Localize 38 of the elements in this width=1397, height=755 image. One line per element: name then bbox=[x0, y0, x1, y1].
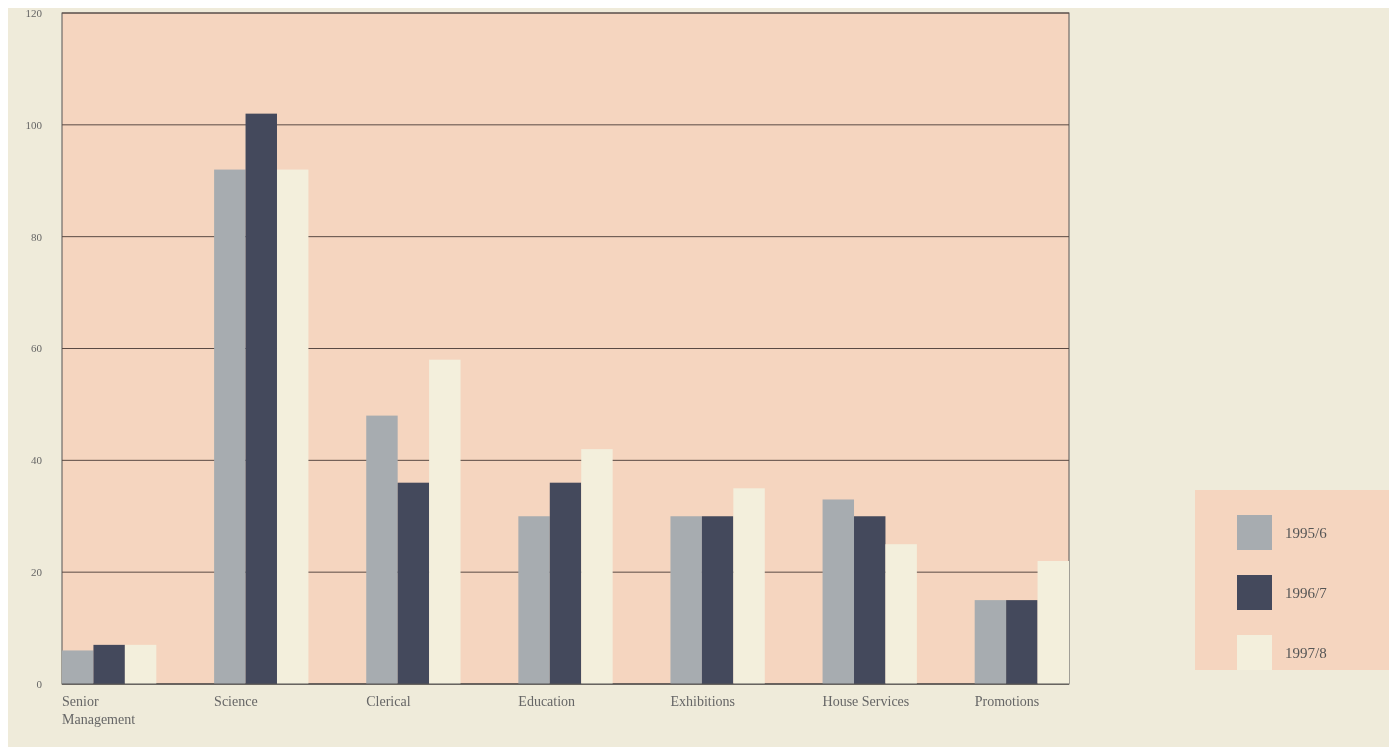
x-tick-label: Science bbox=[214, 694, 258, 709]
x-tick-label: Clerical bbox=[366, 694, 411, 709]
y-tick-label: 80 bbox=[31, 230, 43, 243]
bar bbox=[1037, 560, 1069, 684]
bar bbox=[822, 499, 855, 684]
bar bbox=[974, 600, 1007, 684]
bar bbox=[366, 415, 398, 684]
bar bbox=[397, 482, 430, 684]
y-tick-label: 0 bbox=[36, 677, 43, 690]
x-tick-label: Education bbox=[518, 694, 576, 709]
bar bbox=[245, 113, 277, 684]
x-tick-label: House Services bbox=[822, 694, 910, 709]
x-tick-label: Exhibitions bbox=[670, 694, 736, 709]
bar bbox=[1006, 600, 1038, 684]
bar bbox=[885, 544, 917, 684]
x-tick-label: Promotions bbox=[974, 694, 1040, 709]
bar bbox=[581, 449, 613, 684]
bar bbox=[670, 516, 702, 684]
bar bbox=[276, 169, 309, 684]
legend-label: 1995/6 bbox=[1285, 525, 1328, 542]
bar bbox=[214, 169, 246, 684]
bar bbox=[429, 359, 461, 684]
bar bbox=[62, 650, 94, 684]
bar bbox=[733, 488, 765, 684]
y-tick-label: 100 bbox=[25, 118, 43, 131]
legend-label: 1997/8 bbox=[1285, 645, 1327, 662]
legend-label: 1996/7 bbox=[1285, 585, 1328, 602]
y-tick-label: 20 bbox=[31, 566, 43, 579]
bar bbox=[518, 516, 550, 684]
bar bbox=[124, 644, 157, 684]
bar bbox=[549, 482, 582, 684]
x-tick-label: Senior Management bbox=[62, 694, 136, 727]
bar bbox=[701, 516, 734, 684]
y-tick-label: 60 bbox=[31, 342, 43, 355]
y-tick-label: 40 bbox=[31, 454, 43, 467]
bar bbox=[854, 516, 886, 684]
bar bbox=[93, 644, 125, 684]
y-tick-label: 120 bbox=[25, 6, 43, 19]
